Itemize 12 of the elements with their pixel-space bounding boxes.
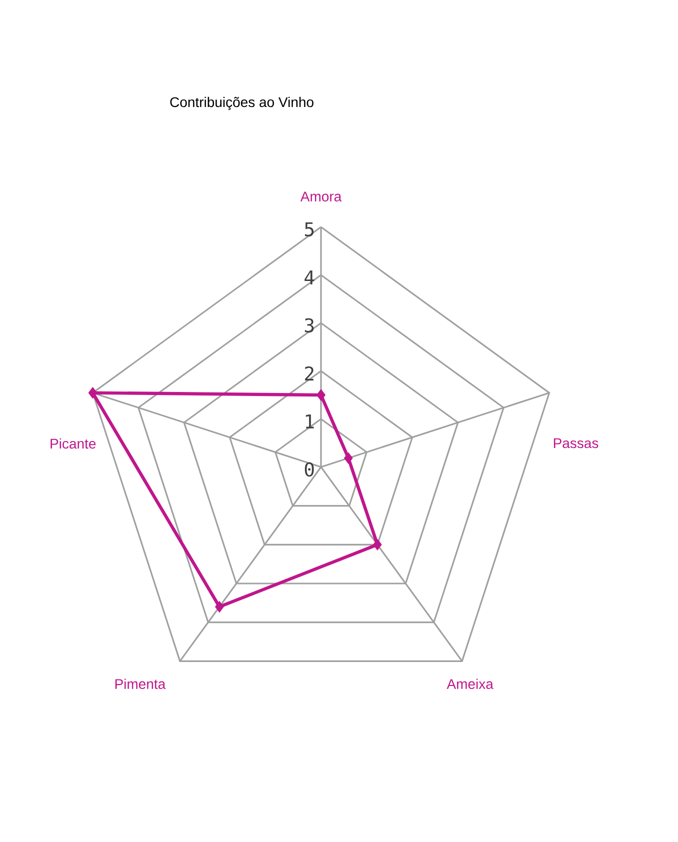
spoke-label: Amora xyxy=(300,192,342,202)
spoke-label: Passas xyxy=(554,438,598,448)
y-tick-label: 5 xyxy=(304,222,314,236)
y-tick-label: 1 xyxy=(306,414,314,428)
y-tick-label: 3 xyxy=(304,318,314,333)
y-tick-label: 0 xyxy=(304,462,314,477)
y-tick-label: 4 xyxy=(304,270,314,284)
spoke-label: Ameixa xyxy=(446,678,494,689)
spoke-label: Picante xyxy=(50,438,96,449)
spoke-label: Pimenta xyxy=(115,678,166,689)
chart-title: Contribuições ao Vinho xyxy=(170,96,314,110)
y-tick-label: 2 xyxy=(305,366,314,380)
